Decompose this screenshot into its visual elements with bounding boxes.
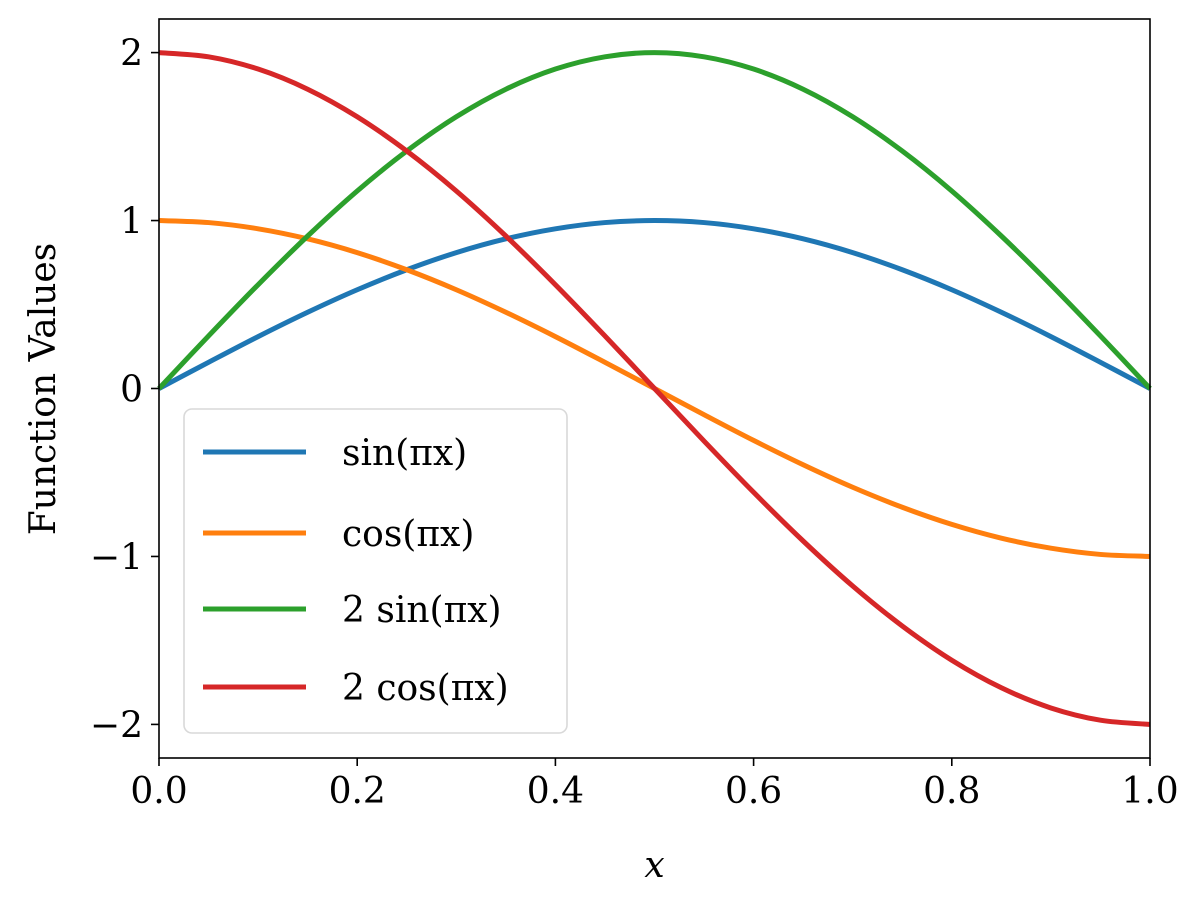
y-axis-ticks: −2 −1 0 1 2 xyxy=(90,34,159,746)
x-tick-label: 0.8 xyxy=(923,771,980,812)
x-tick-label: 0.6 xyxy=(725,771,782,812)
legend-label-two-cos: 2 cos(πx) xyxy=(342,668,509,709)
y-axis-label: Function Values xyxy=(23,243,64,535)
legend-label-cos: cos(πx) xyxy=(342,514,474,555)
series-line-two-cos xyxy=(158,50,1151,727)
legend-label-two-sin: 2 sin(πx) xyxy=(342,590,502,631)
legend-label-sin: sin(πx) xyxy=(342,433,467,474)
x-tick-label: 0.4 xyxy=(527,771,584,812)
y-tick-label: 1 xyxy=(120,202,143,243)
y-tick-label: −2 xyxy=(90,705,143,746)
x-tick-label: 0.2 xyxy=(329,771,386,812)
x-axis-ticks: 0.0 0.2 0.4 0.6 0.8 1.0 xyxy=(130,758,1179,812)
legend-box xyxy=(183,408,568,734)
legend: sin(πx) cos(πx) 2 sin(πx) 2 cos(πx) xyxy=(183,408,568,734)
x-tick-label: 0.0 xyxy=(130,771,187,812)
series-line-two-sin xyxy=(157,50,1152,391)
y-tick-label: −1 xyxy=(90,537,143,578)
series-layer xyxy=(157,50,1152,727)
x-axis-label: x xyxy=(644,845,664,886)
y-tick-label: 0 xyxy=(120,370,143,411)
series-line-sin xyxy=(157,218,1152,391)
y-tick-label: 2 xyxy=(120,34,143,75)
x-tick-label: 1.0 xyxy=(1121,771,1178,812)
